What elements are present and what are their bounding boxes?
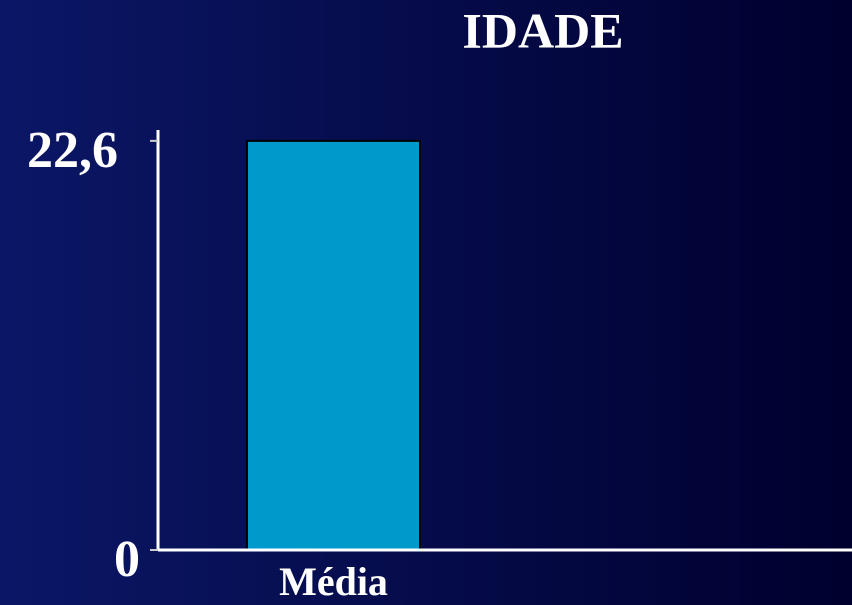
y-tick-label: 22,6 [27,122,118,179]
chart-title: IDADE [462,2,623,58]
y-tick-label: 0 [114,531,140,588]
x-tick-label: Média [279,559,388,604]
bar [246,139,421,552]
